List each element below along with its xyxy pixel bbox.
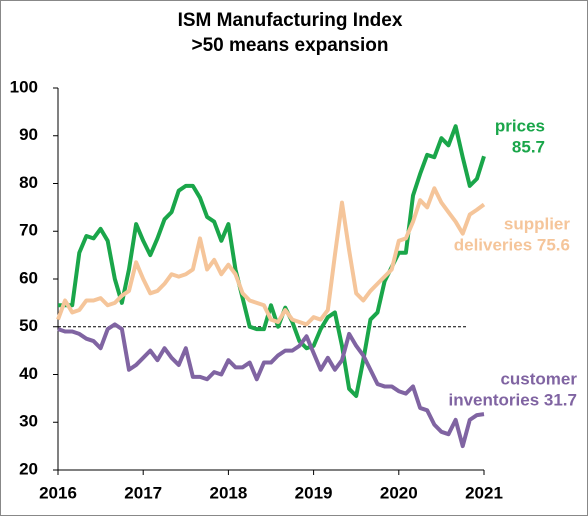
- annotation: prices: [495, 116, 545, 135]
- chart-subtitle: >50 means expansion: [192, 35, 389, 56]
- y-tick-label: 70: [19, 221, 38, 240]
- annotation: deliveries 75.6: [454, 235, 570, 254]
- x-tick-label: 2021: [465, 483, 503, 502]
- x-tick-label: 2018: [209, 483, 247, 502]
- x-tick-label: 2016: [39, 483, 77, 502]
- y-tick-label: 40: [19, 364, 38, 383]
- y-tick-label: 100: [10, 77, 38, 96]
- chart-title: ISM Manufacturing Index: [178, 10, 403, 31]
- annotation: supplier: [504, 214, 571, 233]
- series-line: [57, 322, 485, 449]
- x-tick-label: 2019: [295, 483, 333, 502]
- y-tick-label: 80: [19, 173, 38, 192]
- annotation: inventories 31.7: [448, 390, 577, 409]
- annotation: 85.7: [512, 137, 545, 156]
- y-tick-label: 50: [19, 316, 38, 335]
- series-line: [56, 186, 486, 327]
- series-line: [58, 124, 486, 398]
- annotation: customer: [500, 369, 577, 388]
- y-tick-label: 30: [19, 412, 38, 431]
- y-tick-label: 90: [19, 125, 38, 144]
- y-tick-label: 60: [19, 268, 38, 287]
- x-tick-label: 2020: [380, 483, 418, 502]
- x-tick-label: 2017: [124, 483, 162, 502]
- y-tick-label: 20: [19, 459, 38, 478]
